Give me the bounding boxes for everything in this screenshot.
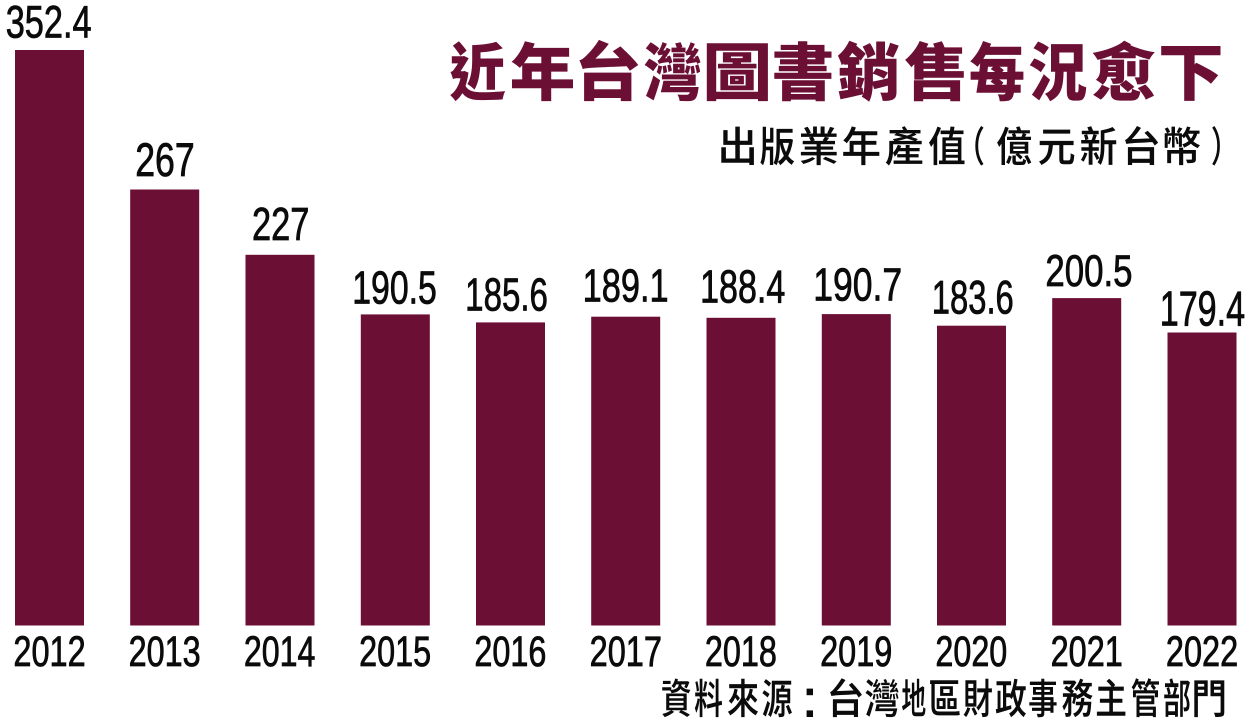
svg-text:227: 227 (252, 198, 309, 250)
svg-text:200.5: 200.5 (1045, 247, 1132, 296)
svg-text:352.4: 352.4 (6, 0, 92, 48)
svg-text:2017: 2017 (590, 629, 662, 676)
svg-text:183.6: 183.6 (932, 271, 1014, 324)
svg-text:190.7: 190.7 (813, 259, 902, 311)
svg-text:185.6: 185.6 (465, 268, 548, 321)
svg-text:2015: 2015 (359, 629, 431, 676)
svg-text:188.4: 188.4 (700, 261, 785, 313)
svg-text:179.4: 179.4 (1160, 281, 1245, 337)
svg-text:267: 267 (135, 133, 194, 186)
svg-text:2013: 2013 (129, 629, 201, 676)
svg-text:2018: 2018 (705, 629, 777, 676)
svg-text:2020: 2020 (935, 629, 1007, 676)
svg-text:190.5: 190.5 (352, 261, 437, 313)
svg-text:2014: 2014 (244, 629, 316, 676)
svg-text:2022: 2022 (1166, 629, 1238, 676)
svg-text:2019: 2019 (820, 629, 892, 676)
svg-text:2016: 2016 (474, 629, 546, 676)
svg-text:2012: 2012 (13, 629, 85, 676)
svg-text:2021: 2021 (1051, 629, 1123, 676)
svg-text:189.1: 189.1 (583, 259, 669, 311)
